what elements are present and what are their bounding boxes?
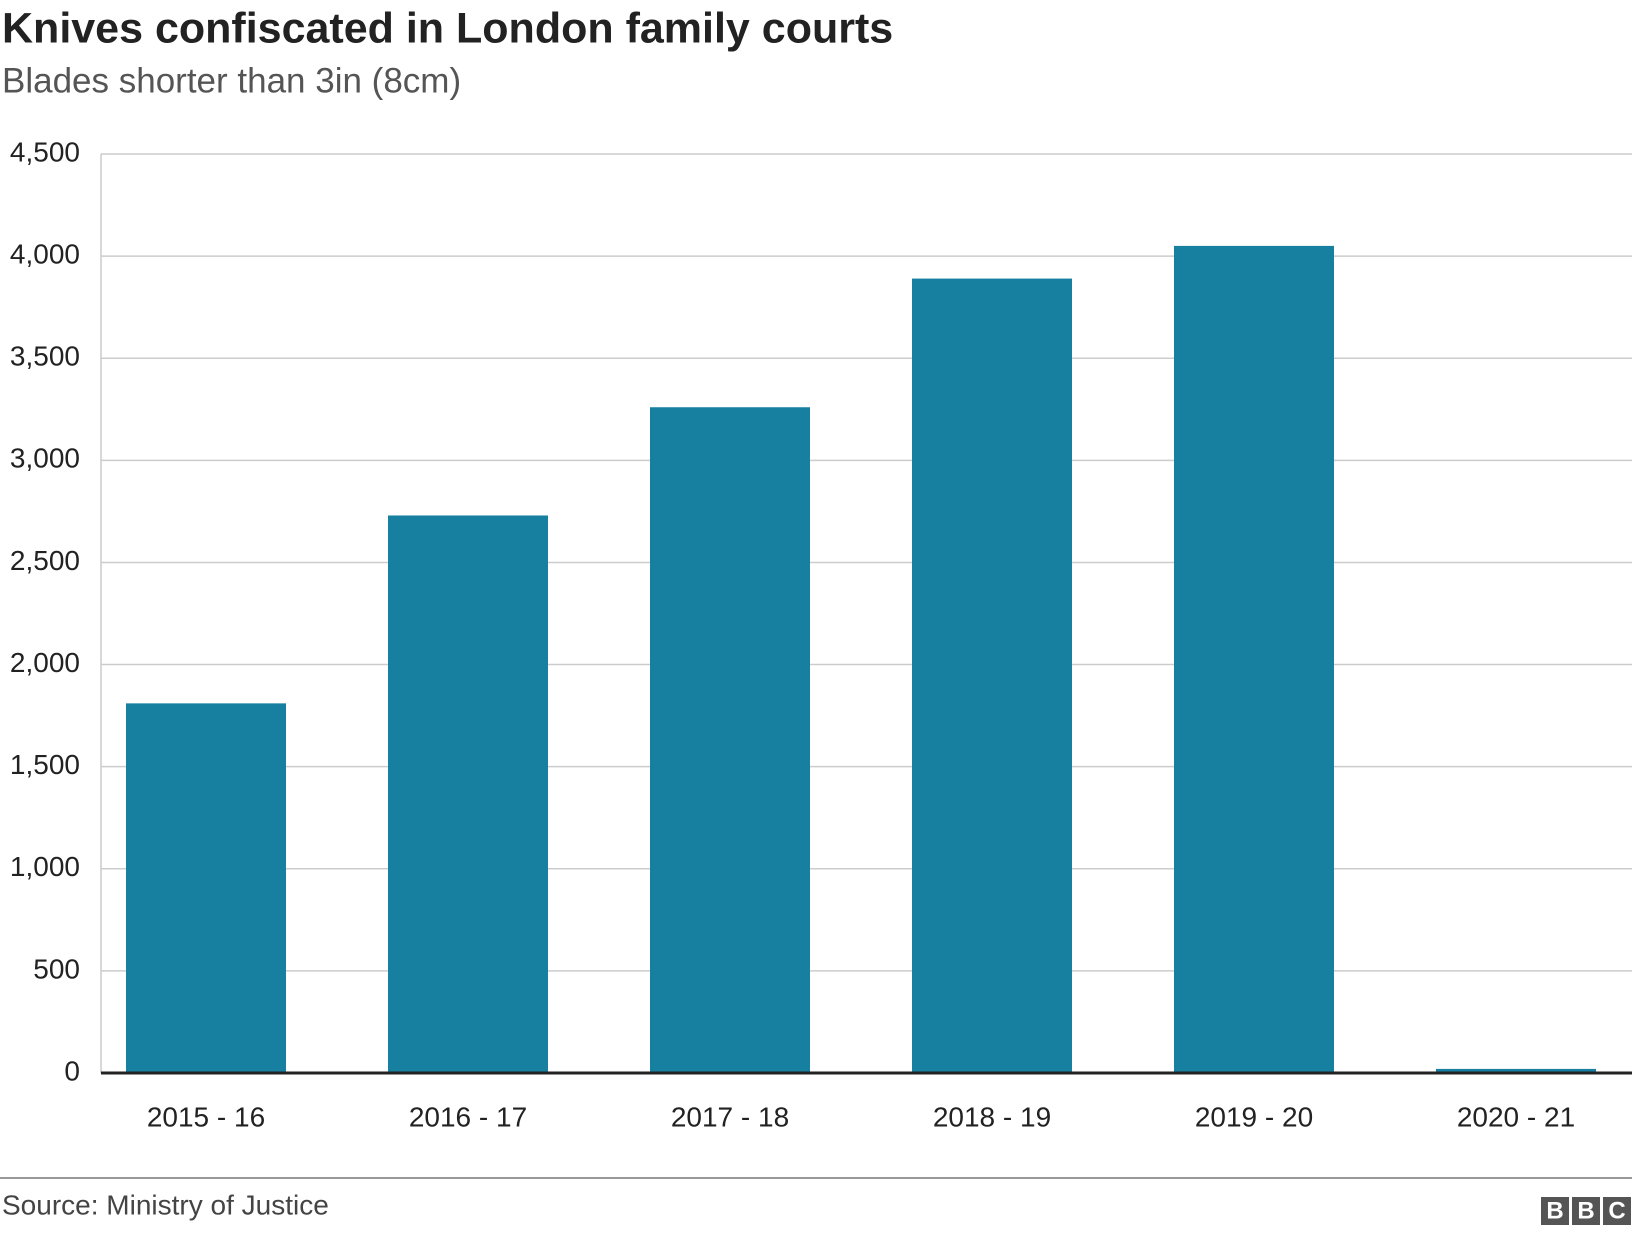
chart-subtitle: Blades shorter than 3in (8cm)	[2, 61, 461, 100]
bbc-logo: B B C	[1541, 1197, 1631, 1225]
y-tick-label: 500	[33, 953, 80, 984]
source: Source: Ministry of Justice	[2, 1189, 329, 1220]
y-tick-label: 3,000	[10, 443, 80, 474]
logo-letter: B	[1577, 1197, 1594, 1224]
x-tick-label: 2020 - 21	[1457, 1101, 1575, 1132]
x-tick-label: 2015 - 16	[147, 1101, 265, 1132]
bar	[1436, 1068, 1596, 1073]
bar	[1174, 245, 1334, 1073]
bar	[650, 407, 810, 1073]
logo-box	[1541, 1197, 1569, 1225]
x-tick-label: 2019 - 20	[1195, 1101, 1313, 1132]
y-tick-label: 1,000	[10, 851, 80, 882]
logo-letter: B	[1546, 1197, 1563, 1224]
x-tick-label: 2018 - 19	[933, 1101, 1051, 1132]
x-tick-label: 2016 - 17	[409, 1101, 527, 1132]
chart-title: Knives confiscated in London family cour…	[2, 4, 893, 52]
y-tick-label: 2,500	[10, 545, 80, 576]
y-tick-label: 4,500	[10, 136, 80, 167]
bar	[388, 515, 548, 1073]
bar	[126, 703, 286, 1073]
x-tick-label: 2017 - 18	[671, 1101, 789, 1132]
y-tick-label: 3,500	[10, 341, 80, 372]
y-tick-label: 4,000	[10, 239, 80, 270]
logo-box	[1572, 1197, 1600, 1225]
logo-letter: C	[1608, 1197, 1625, 1224]
bar	[912, 278, 1072, 1073]
y-tick-label: 1,500	[10, 749, 80, 780]
y-tick-label: 0	[64, 1055, 80, 1086]
y-tick-label: 2,000	[10, 647, 80, 678]
logo-box	[1603, 1197, 1631, 1225]
